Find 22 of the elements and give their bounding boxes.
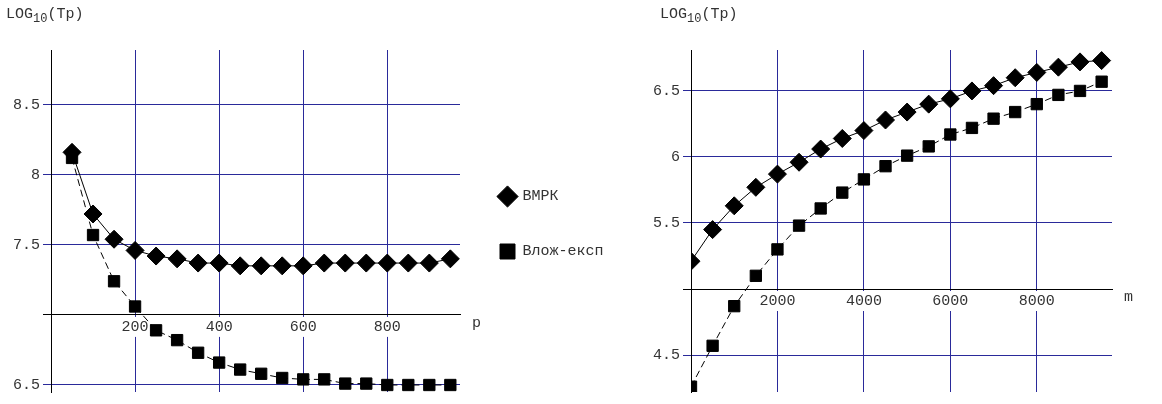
y-axis-title: LOG$_{10}$(Tp) [660,6,738,26]
y-tick-label: 7.5 [12,236,40,254]
legend-label: ВМРК [522,188,559,206]
y-tick-label: 6.5 [652,82,680,100]
x-axis-title: m [1124,288,1134,306]
x-tick-label: 6000 [932,292,969,310]
y-tick-label: 8.5 [12,96,40,114]
x-tick-label: 400 [205,318,233,336]
x-tick-label: 600 [289,318,317,336]
x-tick-label: 4000 [845,292,882,310]
legend-label: Влож-експ [522,243,604,261]
x-tick-label: 800 [373,318,401,336]
x-axis-title: p [472,314,482,332]
x-tick-label: 200 [121,318,149,336]
y-tick-label: 5.5 [652,214,680,232]
x-tick-label: 8000 [1018,292,1055,310]
y-tick-label: 6 [670,148,680,166]
y-tick-label: 4.5 [652,347,680,364]
y-tick-label: 8 [30,166,40,184]
y-axis-title: LOG$_{10}$(Tp) [6,6,84,26]
y-tick-label: 6.5 [12,376,40,394]
x-tick-label: 2000 [759,292,796,310]
